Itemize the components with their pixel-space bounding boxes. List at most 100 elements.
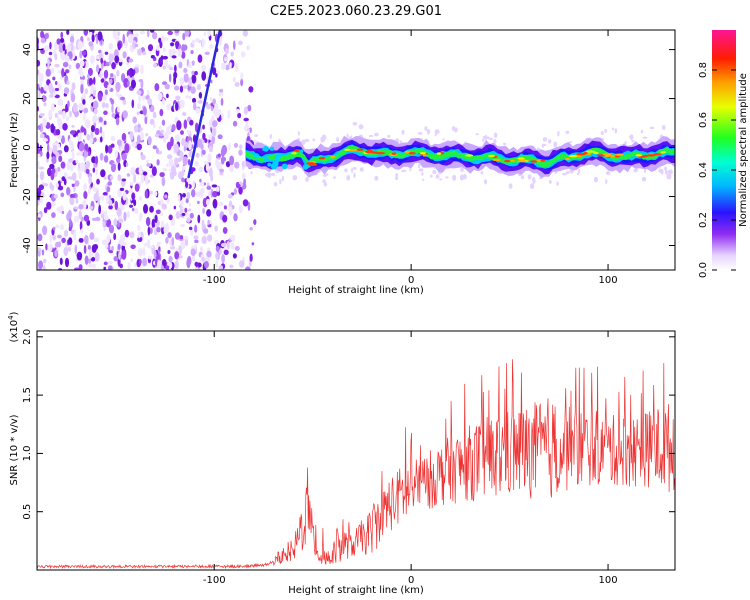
noise-speckle	[87, 188, 91, 195]
noise-speckle	[86, 74, 90, 79]
noise-speckle	[89, 31, 93, 36]
noise-speckle	[118, 59, 123, 63]
noise-speckle	[124, 143, 130, 154]
noise-speckle	[173, 143, 179, 153]
ridge-hot-spot	[464, 154, 474, 157]
noise-speckle	[71, 82, 76, 91]
noise-speckle	[174, 260, 179, 270]
noise-speckle	[74, 216, 78, 223]
noise-speckle	[129, 204, 133, 208]
noise-speckle	[37, 90, 40, 99]
noise-speckle	[64, 257, 70, 268]
noise-speckle	[88, 77, 94, 86]
noise-speckle	[223, 249, 229, 256]
noise-speckle	[103, 266, 107, 270]
noise-speckle	[162, 55, 168, 60]
noise-speckle	[147, 44, 154, 52]
noise-speckle	[88, 41, 94, 47]
ridge-hot-spot	[517, 157, 525, 160]
noise-speckle	[199, 181, 205, 187]
ridge-halo-speckle	[387, 134, 391, 139]
noise-speckle	[60, 161, 66, 169]
noise-speckle	[248, 86, 254, 93]
spectrogram-frame	[36, 29, 676, 271]
noise-speckle	[183, 119, 188, 130]
noise-speckle	[191, 60, 195, 66]
noise-speckle	[100, 57, 104, 64]
noise-speckle	[118, 251, 121, 260]
noise-speckle	[94, 127, 100, 136]
noise-speckle	[220, 62, 227, 70]
noise-speckle	[120, 96, 126, 101]
noise-speckle	[174, 251, 180, 260]
noise-speckle	[236, 108, 240, 114]
noise-speckle	[76, 251, 83, 261]
noise-speckle	[119, 263, 123, 269]
noise-speckle	[201, 257, 205, 262]
noise-speckle	[93, 108, 98, 115]
noise-speckle	[189, 95, 192, 100]
noise-speckle	[116, 207, 122, 217]
noise-speckle	[50, 67, 55, 75]
noise-speckle	[49, 41, 52, 50]
noise-speckle	[42, 264, 46, 270]
noise-speckle	[78, 142, 85, 152]
noise-speckle	[74, 244, 78, 255]
noise-speckle	[37, 160, 40, 169]
noise-speckle	[95, 64, 100, 73]
noise-speckle	[111, 104, 114, 113]
noise-speckle	[139, 212, 143, 220]
noise-speckle	[237, 112, 242, 119]
noise-speckle	[164, 37, 169, 41]
noise-speckle	[51, 168, 56, 174]
noise-speckle	[129, 181, 134, 186]
noise-speckle	[93, 137, 97, 143]
noise-speckle	[210, 106, 214, 112]
noise-speckle	[141, 95, 146, 101]
noise-speckle	[179, 77, 185, 86]
noise-speckle	[179, 208, 183, 214]
noise-speckle	[232, 76, 236, 83]
noise-speckle	[199, 246, 204, 253]
noise-speckle	[67, 100, 70, 108]
ridge-halo-speckle	[482, 138, 485, 142]
ridge-hot-spot	[356, 148, 364, 151]
x-tick-label: 0	[408, 275, 414, 286]
noise-speckle	[182, 156, 188, 166]
noise-speckle	[201, 149, 206, 155]
noise-speckle	[210, 79, 213, 84]
spectrogram-y-ticks: 40 20 0 -20 -40	[22, 43, 675, 254]
noise-speckle	[131, 141, 137, 148]
noise-speckle	[168, 255, 173, 263]
noise-speckle	[235, 183, 241, 189]
noise-speckle	[153, 62, 158, 68]
noise-speckle	[156, 226, 161, 233]
noise-speckle	[50, 125, 56, 131]
noise-speckle	[128, 188, 134, 194]
noise-speckle	[136, 111, 140, 116]
noise-speckle	[69, 197, 75, 206]
noise-speckle	[130, 244, 136, 250]
ridge-halo-speckle	[312, 138, 316, 142]
noise-speckle	[39, 170, 45, 181]
noise-speckle	[96, 178, 100, 185]
ridge-halo-speckle	[508, 183, 513, 189]
colorbar-tick-label: 0.8	[698, 62, 709, 78]
spectrogram-x-axis-label: Height of straight line (km)	[288, 285, 424, 296]
ridge-cyan-blob	[281, 163, 288, 170]
noise-speckle	[124, 229, 130, 238]
noise-speckle	[152, 145, 158, 150]
noise-speckle	[119, 147, 125, 151]
snr-y-multiplier: (x104)	[7, 311, 20, 342]
noise-speckle	[140, 64, 144, 75]
noise-speckle	[82, 99, 86, 105]
snr-panel: -100 0 100 0.5 1.0 1.5 2.0 Height of straight…	[7, 311, 676, 596]
noise-speckle	[224, 57, 228, 62]
noise-speckle	[239, 260, 245, 268]
noise-speckle	[201, 219, 205, 229]
noise-speckle	[212, 67, 217, 76]
ridge-halo-speckle	[633, 168, 638, 173]
noise-speckle	[66, 30, 70, 35]
noise-speckle	[69, 130, 76, 135]
ridge-hot-spot	[318, 157, 326, 160]
